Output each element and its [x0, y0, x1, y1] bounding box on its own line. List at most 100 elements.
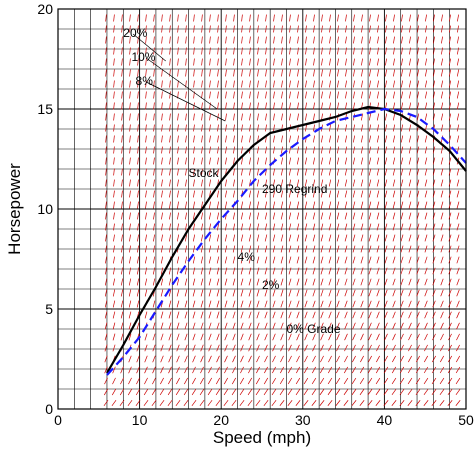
- grade-field-mark: [154, 136, 155, 143]
- grade-field-mark: [265, 323, 267, 330]
- grade-field-mark: [289, 268, 291, 275]
- grade-field-mark: [313, 279, 315, 286]
- grade-field-mark: [393, 37, 394, 44]
- grade-field-mark: [160, 400, 164, 406]
- grade-field-mark: [250, 48, 251, 55]
- grade-field-mark: [178, 48, 179, 55]
- grade-field-mark: [144, 389, 148, 395]
- grade-field-mark: [249, 279, 251, 286]
- grade-field-mark: [329, 136, 330, 143]
- grade-field-mark: [368, 378, 372, 384]
- grade-field-mark: [361, 191, 363, 198]
- grade-field-mark: [393, 202, 395, 209]
- grade-field-mark: [313, 70, 314, 77]
- grade-field-mark: [369, 136, 370, 143]
- grade-field-mark: [193, 334, 195, 341]
- grade-field-mark: [169, 323, 171, 330]
- grade-field-mark: [241, 147, 242, 154]
- grade-field-mark: [345, 235, 347, 242]
- grade-field-mark: [170, 125, 171, 132]
- grade-field-mark: [417, 103, 418, 110]
- grade-field-mark: [209, 213, 210, 220]
- grade-field-mark: [233, 125, 234, 132]
- grade-field-mark: [353, 70, 354, 77]
- grade-field-mark: [106, 224, 107, 231]
- grade-field-mark: [138, 92, 139, 99]
- grade-field-mark: [289, 147, 290, 154]
- grade-field-mark: [162, 48, 163, 55]
- grade-field-mark: [321, 268, 323, 275]
- grade-field-mark: [185, 312, 187, 319]
- grade-field-mark: [385, 147, 386, 154]
- grade-field-mark: [257, 323, 259, 330]
- grade-field-mark: [321, 92, 322, 99]
- grade-field-mark: [242, 48, 243, 55]
- grade-field-mark: [161, 323, 163, 330]
- grade-field-mark: [121, 334, 123, 341]
- grade-field-mark: [297, 290, 299, 297]
- grade-field-mark: [216, 378, 219, 384]
- grade-field-mark: [194, 114, 195, 121]
- grade-field-mark: [376, 378, 380, 384]
- grade-field-mark: [249, 136, 250, 143]
- grade-field-mark: [209, 356, 212, 362]
- grade-field-mark: [393, 191, 395, 198]
- grade-field-mark: [440, 356, 443, 362]
- grade-field-mark: [153, 213, 154, 220]
- grade-field-mark: [361, 70, 362, 77]
- grade-field-mark: [264, 378, 268, 384]
- grade-field-mark: [248, 367, 251, 373]
- grade-field-mark: [210, 70, 211, 77]
- grade-field-mark: [273, 224, 275, 231]
- grade-field-mark: [217, 323, 219, 330]
- grade-field-mark: [344, 345, 347, 351]
- grade-field-mark: [393, 48, 394, 55]
- grade-field-mark: [258, 37, 259, 44]
- grade-field-mark: [417, 136, 419, 143]
- grade-field-mark: [210, 26, 211, 33]
- grade-field-mark: [264, 389, 268, 395]
- grade-field-mark: [200, 389, 204, 395]
- grade-field-mark: [321, 59, 322, 66]
- grade-field-mark: [433, 312, 436, 318]
- grade-field-mark: [457, 59, 458, 66]
- grade-field-mark: [225, 125, 226, 132]
- grade-field-mark: [129, 356, 131, 363]
- grade-field-mark: [274, 37, 275, 44]
- grade-field-mark: [321, 257, 323, 264]
- grade-field-mark: [218, 59, 219, 66]
- grade-field-mark: [210, 81, 211, 88]
- grade-field-mark: [337, 48, 338, 55]
- grade-field-mark: [377, 114, 378, 121]
- grade-field-mark: [129, 235, 130, 242]
- grade-field-mark: [241, 103, 242, 110]
- grade-field-mark: [242, 92, 243, 99]
- grade-field-mark: [314, 26, 315, 33]
- grade-field-mark: [249, 158, 250, 165]
- grade-field-mark: [361, 323, 364, 329]
- grade-field-mark: [169, 301, 171, 308]
- grade-field-mark: [233, 257, 235, 264]
- grade-field-mark: [154, 103, 155, 110]
- grade-field-mark: [273, 169, 274, 176]
- grade-field-mark: [297, 268, 299, 275]
- grade-field-mark: [449, 180, 451, 187]
- grade-field-mark: [449, 257, 451, 264]
- grade-field-mark: [224, 367, 227, 373]
- grade-field-mark: [441, 268, 443, 275]
- grade-field-mark: [169, 180, 170, 187]
- grade-field-mark: [337, 81, 338, 88]
- grade-field-mark: [297, 48, 298, 55]
- grade-field-mark: [114, 213, 115, 220]
- grade-field-mark: [289, 81, 290, 88]
- grade-field-mark: [393, 257, 395, 264]
- grade-field-mark: [329, 268, 331, 275]
- grade-field-mark: [217, 147, 218, 154]
- grade-field-mark: [177, 279, 179, 286]
- grade-field-mark: [337, 191, 339, 198]
- grade-field-mark: [313, 169, 314, 176]
- grade-field-mark: [409, 191, 411, 198]
- grade-field-mark: [106, 103, 107, 110]
- grade-field-mark: [192, 367, 195, 373]
- grade-field-mark: [138, 158, 139, 165]
